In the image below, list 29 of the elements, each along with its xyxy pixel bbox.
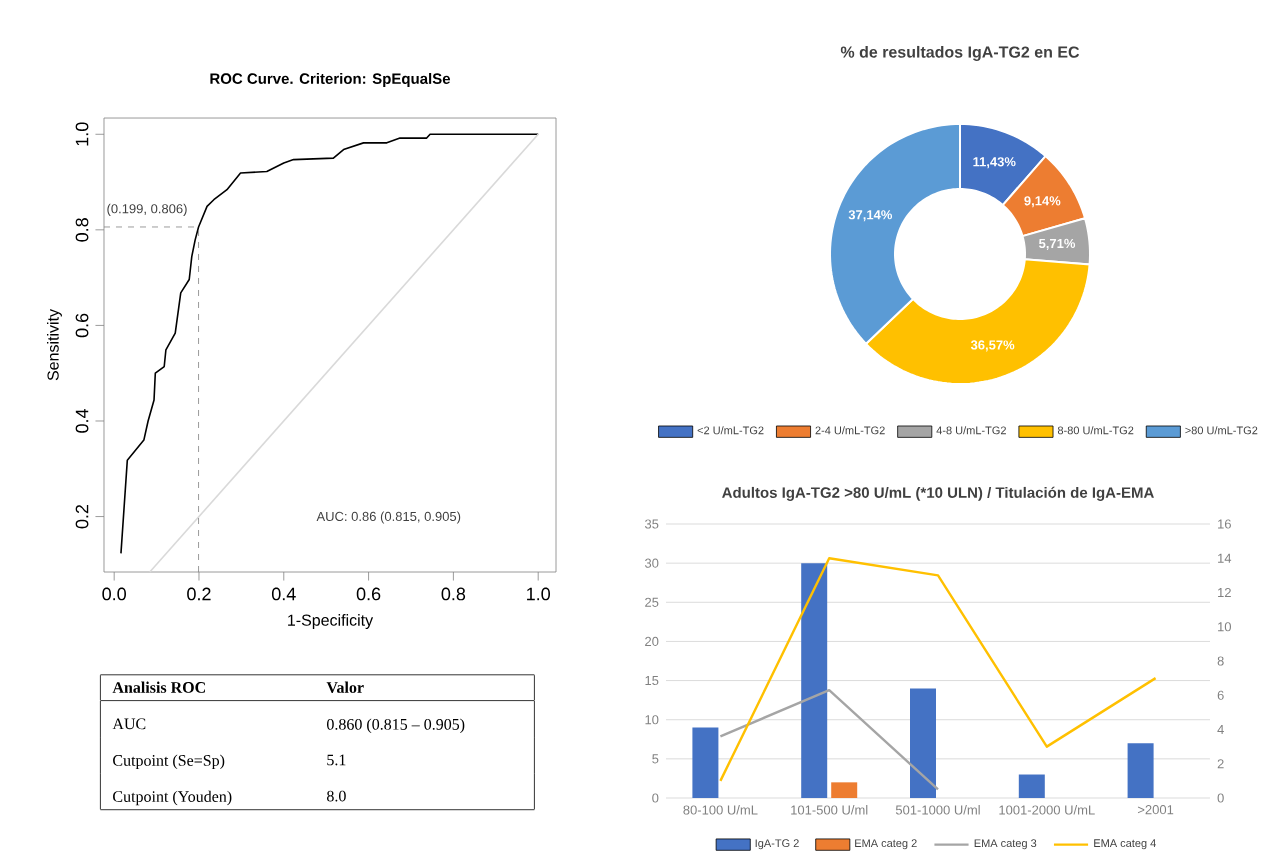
x-axis-title: 1-Specificity [288,614,374,629]
bar [831,782,858,798]
x-tick-label: 0.6 [356,587,381,601]
bar [801,563,828,798]
text: Analisis ROC [112,681,205,693]
x-tick-label: 0.0 [102,587,126,601]
line-series [719,557,1157,783]
text: AUC [112,718,146,730]
x-tick-label: 1.0 [527,587,551,601]
text: 0.860 (0.815 – 0.905) [327,718,465,734]
y-tick-label: 1.0 [75,122,89,146]
bar [1127,743,1154,798]
x-tick-label: 0.2 [187,587,211,601]
bar [910,688,936,798]
chart-title: % de resultados IgA-TG2 en EC [840,45,1080,61]
bar [1018,774,1045,798]
text: 5.1 [327,754,346,766]
x-tick-label: 0.4 [271,587,296,601]
y-axis-title: Sensitivity [47,309,62,381]
y-tick-label: 0.2 [75,504,89,529]
text: Cutpoint (Youden) [113,790,232,806]
bar [692,727,719,798]
y-tick-label: 0.4 [75,409,89,433]
text: Valor [326,681,364,693]
x-tick-label: 0.8 [441,587,466,601]
y-tick-label: 0.6 [75,313,89,338]
text: 8.0 [327,790,346,802]
text: Cutpoint (Se=Sp) [113,754,225,770]
y-tick-label: 0.8 [75,218,89,242]
